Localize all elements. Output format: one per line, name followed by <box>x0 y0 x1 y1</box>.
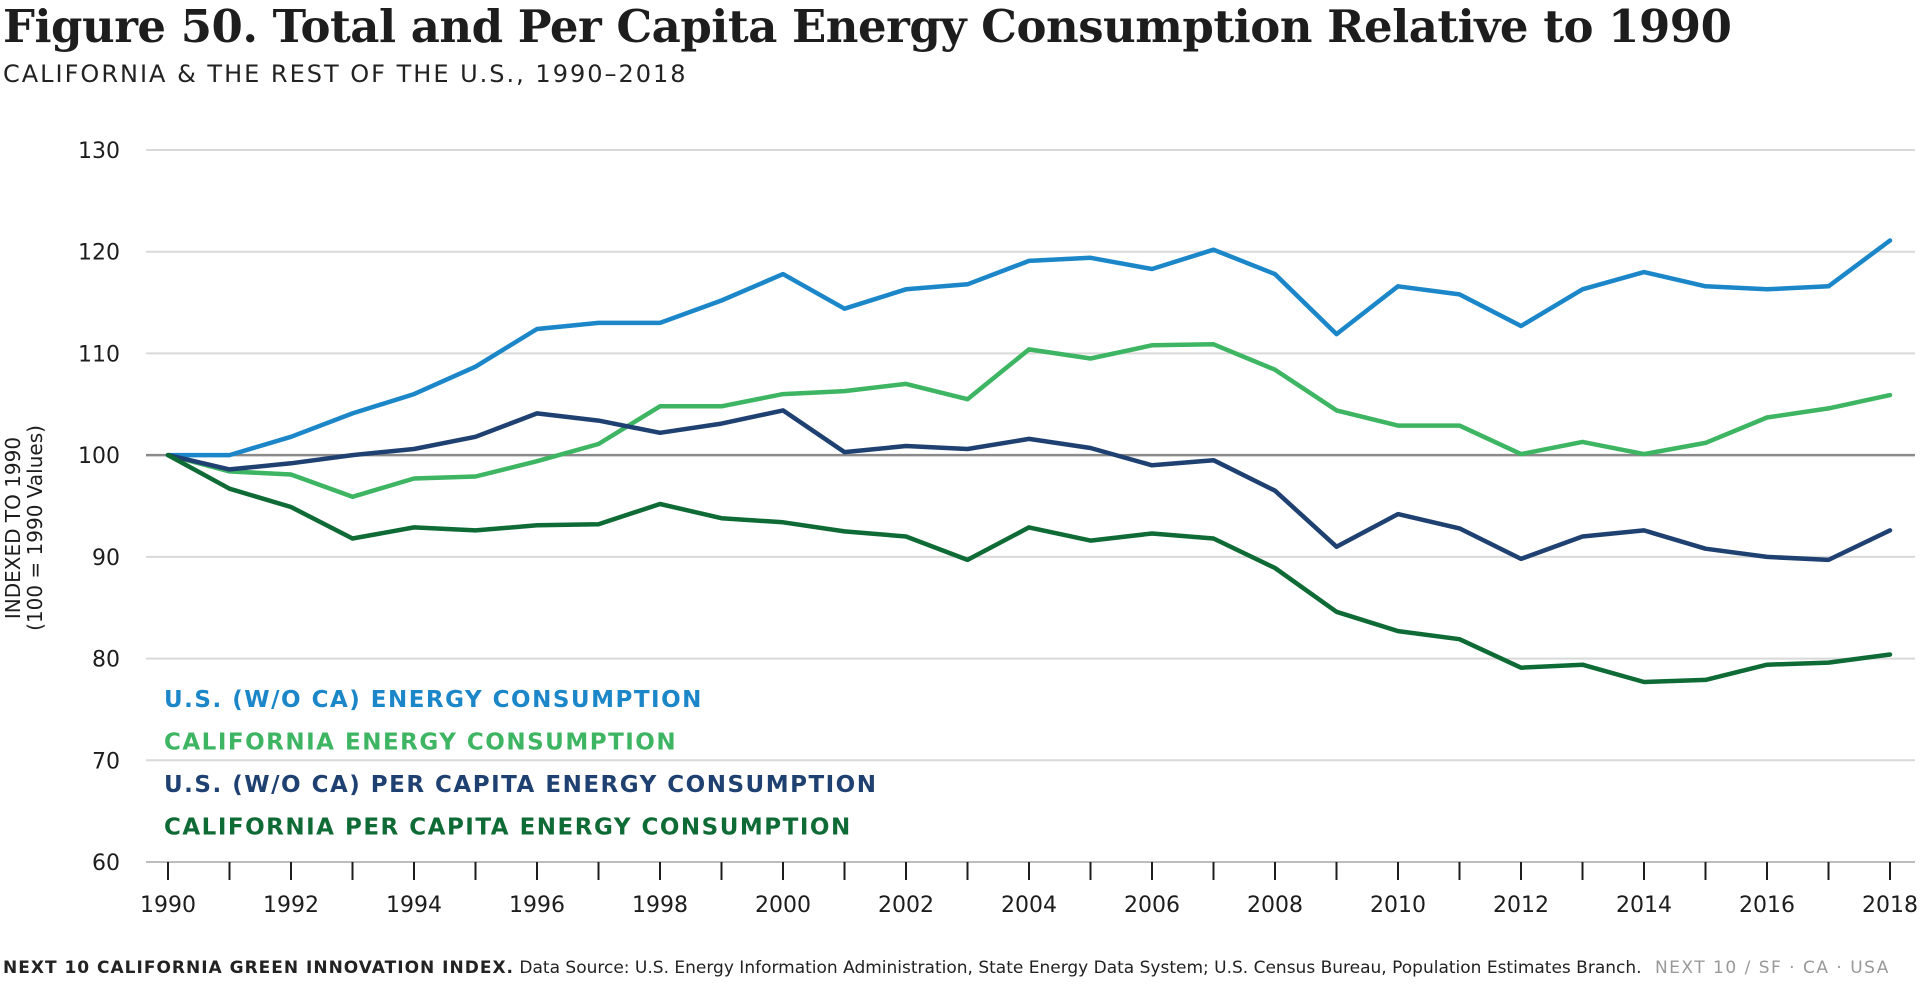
y-tick-label: 110 <box>78 342 120 367</box>
series-lines <box>165 238 1893 685</box>
series-line <box>165 342 1893 500</box>
series-line <box>165 238 1893 458</box>
x-tick-label: 1990 <box>140 893 196 918</box>
footer-source: Data Source: U.S. Energy Information Adm… <box>519 958 1642 978</box>
x-tick-label: 2002 <box>878 893 934 918</box>
y-axis-label: INDEXED TO 1990 <box>1 437 25 619</box>
legend-item: U.S. (W/O CA) ENERGY CONSUMPTION <box>164 687 703 713</box>
footer-brand: NEXT 10 / SF · CA · USA <box>1654 958 1890 978</box>
x-tick-label: 2000 <box>755 893 811 918</box>
x-tick-label: 1992 <box>263 893 319 918</box>
y-tick-label: 130 <box>78 139 120 164</box>
x-tick-label: 2014 <box>1616 893 1672 918</box>
x-tick-label: 2012 <box>1493 893 1549 918</box>
x-tick-label: 2018 <box>1862 893 1918 918</box>
y-tick-label: 70 <box>92 749 120 774</box>
x-tick-label: 2016 <box>1739 893 1795 918</box>
y-axis-title: INDEXED TO 1990 (100 = 1990 Values) <box>1 425 47 631</box>
chart-subtitle: CALIFORNIA & THE REST OF THE U.S., 1990–… <box>3 60 688 88</box>
y-tick-label: 100 <box>78 444 120 469</box>
legend-item: CALIFORNIA PER CAPITA ENERGY CONSUMPTION <box>164 815 852 841</box>
legend: U.S. (W/O CA) ENERGY CONSUMPTION CALIFORN… <box>164 687 878 841</box>
legend-item: CALIFORNIA ENERGY CONSUMPTION <box>164 730 677 756</box>
footer-org: NEXT 10 CALIFORNIA GREEN INNOVATION INDE… <box>3 958 515 978</box>
x-tick-label: 2006 <box>1124 893 1180 918</box>
y-axis: 60 70 80 90 100 110 120 130 <box>78 139 120 876</box>
y-tick-label: 90 <box>92 546 120 571</box>
chart-title: Figure 50. Total and Per Capita Energy C… <box>3 0 1732 53</box>
x-axis: 1990 1992 1994 1996 1998 2000 2002 2004 2006 2008… <box>140 861 1918 918</box>
y-tick-label: 120 <box>78 241 120 266</box>
y-tick-label: 80 <box>92 648 120 673</box>
x-tick-label: 1994 <box>386 893 442 918</box>
series-line <box>165 452 1893 685</box>
x-tick-label: 1998 <box>632 893 688 918</box>
x-tick-label: 1996 <box>509 893 565 918</box>
y-axis-sublabel: (100 = 1990 Values) <box>23 425 47 631</box>
y-tick-label: 60 <box>92 851 120 876</box>
footer: NEXT 10 CALIFORNIA GREEN INNOVATION INDE… <box>3 958 1890 978</box>
x-tick-label: 2008 <box>1247 893 1303 918</box>
legend-item: U.S. (W/O CA) PER CAPITA ENERGY CONSUMPT… <box>164 772 878 798</box>
series-line <box>165 408 1893 563</box>
x-tick-label: 2004 <box>1001 893 1057 918</box>
x-tick-label: 2010 <box>1370 893 1426 918</box>
